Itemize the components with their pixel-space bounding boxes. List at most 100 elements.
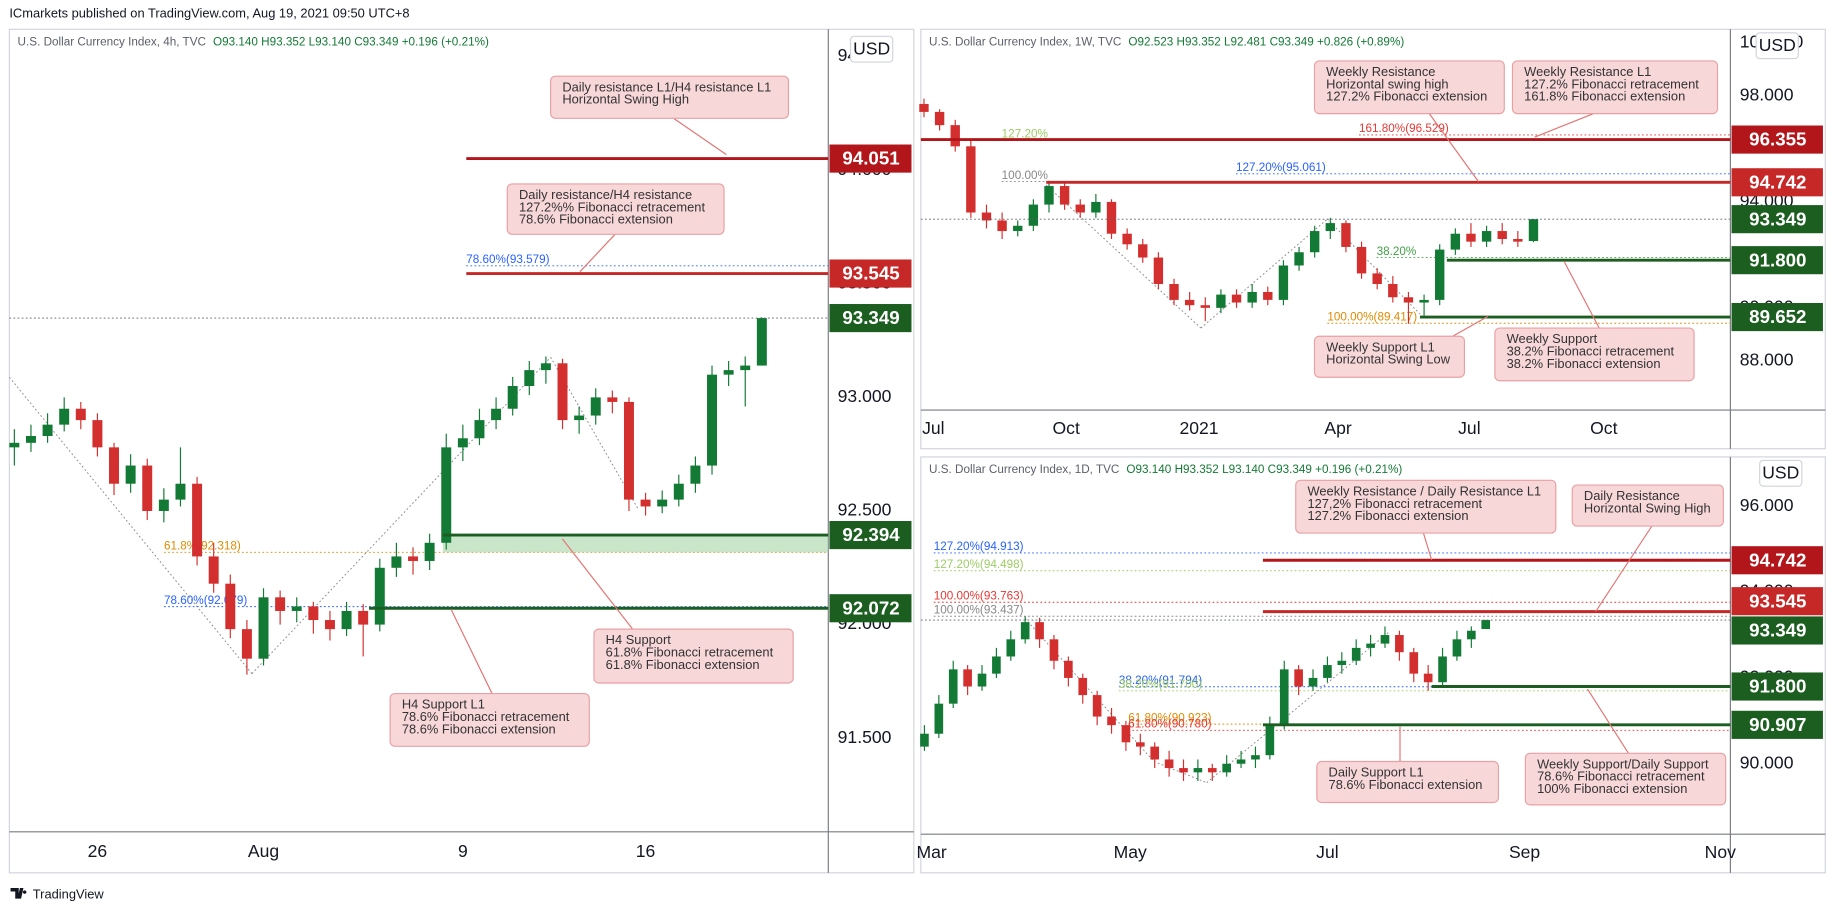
candle-body bbox=[1064, 660, 1073, 678]
candle-body bbox=[1136, 742, 1145, 747]
candle-body bbox=[1028, 204, 1039, 226]
legend-values: O93.140 H93.352 L93.140 C93.349 +0.196 (… bbox=[1126, 463, 1402, 476]
level-label: 94.051 bbox=[842, 148, 899, 169]
candle-body bbox=[42, 424, 53, 437]
y-tick-label: 93.000 bbox=[838, 386, 892, 406]
callout-pointer bbox=[1422, 532, 1433, 561]
callout-text: 78.6% Fibonacci extension bbox=[1329, 777, 1483, 792]
level-label: 89.652 bbox=[1749, 306, 1806, 327]
callout-text: Weekly Resistance bbox=[1326, 64, 1435, 79]
x-tick-label: Jul bbox=[922, 418, 944, 438]
support-zone bbox=[442, 535, 829, 553]
candle-body bbox=[740, 365, 751, 371]
level-label: 93.349 bbox=[1749, 208, 1806, 229]
currency: USD bbox=[853, 38, 890, 58]
level-label: 94.742 bbox=[1749, 171, 1806, 192]
fib-label: 161.80%(96.529) bbox=[1359, 122, 1449, 135]
candle-body bbox=[1169, 284, 1179, 300]
candle-body bbox=[1366, 643, 1375, 648]
level-badge bbox=[1731, 546, 1823, 575]
x-tick-label: Sep bbox=[1509, 842, 1540, 862]
legend-name: U.S. Dollar Currency Index, 1D, TVC bbox=[929, 463, 1119, 476]
x-tick-label: Oct bbox=[1590, 418, 1617, 438]
candle-body bbox=[657, 499, 668, 507]
candle-body bbox=[1372, 273, 1382, 285]
tv-logo bbox=[10, 888, 27, 899]
callout-box bbox=[550, 75, 790, 119]
x-tick-label: 26 bbox=[88, 841, 108, 861]
fib-label: 100.00%(93.437) bbox=[934, 603, 1024, 616]
currency-box bbox=[1759, 459, 1803, 487]
candle-body bbox=[977, 673, 987, 687]
level-badge bbox=[1731, 246, 1823, 275]
x-tick-label: Mar bbox=[917, 842, 947, 862]
candle-body bbox=[919, 103, 929, 112]
candle-body bbox=[574, 415, 585, 421]
currency: USD bbox=[1762, 463, 1799, 483]
candle-body bbox=[59, 408, 70, 425]
candle-body bbox=[963, 669, 972, 687]
callout-pointer bbox=[561, 538, 634, 630]
callout-text: Weekly Resistance L1 bbox=[1524, 64, 1651, 79]
candle-body bbox=[1092, 695, 1102, 717]
candle-body bbox=[1153, 257, 1164, 285]
chart-panel: U.S. Dollar Currency Index, 1D, TVC O93.1… bbox=[917, 456, 1826, 874]
candle-body bbox=[1247, 291, 1257, 303]
callout-text: 127.2% Fibonacci retracement bbox=[1524, 76, 1699, 91]
candle-body bbox=[966, 146, 976, 213]
candle-body bbox=[1380, 635, 1390, 644]
candle-body bbox=[1325, 223, 1335, 232]
candle-body bbox=[1409, 652, 1419, 674]
callout-box bbox=[1571, 484, 1724, 527]
candle-body bbox=[607, 397, 618, 402]
candle-body bbox=[1150, 746, 1160, 760]
callout-text: Weekly Support L1 bbox=[1326, 339, 1435, 354]
candle-body bbox=[1222, 763, 1231, 773]
candle-body bbox=[491, 408, 502, 421]
candle-body bbox=[1466, 233, 1476, 242]
candle-body bbox=[1308, 677, 1318, 687]
footer: TradingView bbox=[33, 886, 105, 901]
currency-box bbox=[849, 35, 894, 63]
callout-text: 78.6% Fibonacci retracement bbox=[402, 709, 570, 724]
level-badge bbox=[829, 521, 912, 550]
level-badge bbox=[829, 259, 912, 288]
candle-body bbox=[275, 597, 286, 611]
fib-label: 127.20%(95.061) bbox=[1236, 161, 1326, 174]
fib-label: 100.00%(89.417) bbox=[1327, 311, 1417, 324]
candle-body bbox=[1356, 246, 1367, 274]
fib-label: 38.20%(91.700) bbox=[1119, 678, 1202, 691]
y-tick-label: 91.500 bbox=[838, 727, 892, 747]
candle-body bbox=[374, 567, 385, 625]
header: ICmarkets published on TradingView.com, … bbox=[9, 5, 409, 20]
candle-body bbox=[1419, 299, 1429, 303]
candle-body bbox=[457, 438, 468, 448]
candle-body bbox=[1435, 249, 1445, 300]
callout-text: Horizontal Swing High bbox=[562, 92, 689, 107]
candle-body bbox=[1006, 639, 1016, 657]
candle-body bbox=[1263, 291, 1273, 300]
candle-body bbox=[258, 597, 269, 659]
x-tick-label: Aug bbox=[248, 841, 279, 861]
candle-body bbox=[225, 583, 236, 630]
candle-body bbox=[690, 465, 701, 484]
level-badge bbox=[1731, 587, 1823, 616]
candle-body bbox=[1450, 233, 1461, 250]
candle-body bbox=[142, 465, 153, 511]
candle-body bbox=[1236, 759, 1246, 764]
x-tick-label: 2021 bbox=[1179, 418, 1218, 438]
candle-body bbox=[1122, 233, 1132, 245]
callout-pointer bbox=[673, 117, 727, 156]
candle-body bbox=[1121, 725, 1131, 743]
candle-body bbox=[981, 212, 992, 221]
candle-body bbox=[75, 408, 86, 421]
callout-pointer bbox=[1452, 315, 1489, 337]
panel-frame bbox=[920, 456, 1826, 874]
callout-box bbox=[1494, 327, 1695, 382]
currency-box bbox=[1755, 32, 1799, 60]
candle-body bbox=[308, 606, 319, 621]
candle-body bbox=[1265, 725, 1275, 756]
candle-body bbox=[756, 318, 767, 366]
candle-body bbox=[1388, 284, 1398, 298]
callout-pointer bbox=[450, 608, 493, 694]
